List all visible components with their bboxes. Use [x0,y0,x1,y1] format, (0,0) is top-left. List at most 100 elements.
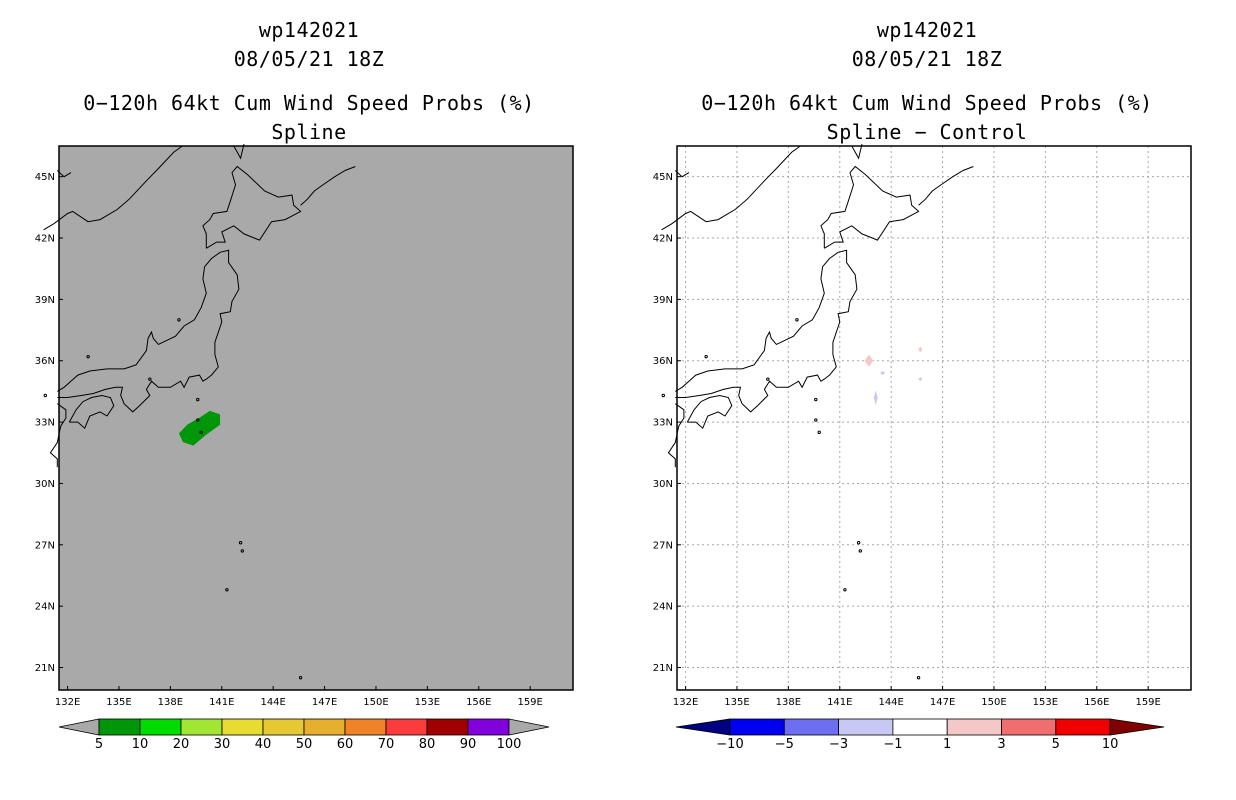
colorbar-label: 100 [497,737,522,752]
x-tick-label: 159E [1135,697,1160,708]
x-tick-label: 156E [466,697,491,708]
island [858,549,863,553]
y-tick-label: 33N [653,418,673,429]
storm-id-title: wp142021 [876,18,978,42]
x-tick-label: 132E [55,697,80,708]
x-tick-label: 156E [1084,697,1109,708]
coastline-korea [661,145,801,231]
colorbar-segment [385,718,428,736]
y-tick-label: 36N [35,356,55,367]
x-tick-label: 153E [1033,697,1058,708]
island [196,397,200,402]
x-tick-label: 144E [878,697,903,708]
x-tick-label: 153E [415,697,440,708]
x-tick-label: 147E [930,697,955,708]
colorbar-segment [729,718,785,736]
coastline-shikoku [68,394,115,430]
plot-background [677,146,1191,690]
y-tick-label: 30N [653,479,673,490]
colorbar-label: 50 [296,737,313,752]
colorbar-label: −5 [775,737,794,752]
island [817,430,821,435]
product-title: 0−120h 64kt Cum Wind Speed Probs (%) [701,91,1153,115]
island [196,418,200,422]
product-title: 0−120h 64kt Cum Wind Speed Probs (%) [83,91,535,115]
x-tick-label: 144E [260,697,285,708]
y-tick-label: 21N [35,663,55,674]
coastline-hokkaido [202,165,302,249]
island [795,318,799,322]
colorbar-label: 90 [460,737,477,752]
island [704,354,708,359]
colorbar-label: −3 [829,737,848,752]
y-tick-label: 21N [653,663,673,674]
y-tick-label: 24N [653,602,673,613]
colorbar-segment [467,718,510,736]
colorbar-segment [1055,718,1111,736]
y-tick-label: 39N [653,295,673,306]
y-tick-label: 39N [35,295,55,306]
colorbar-label: 30 [214,737,231,752]
colorbar-label: 3 [997,737,1005,752]
difference-area [873,390,878,405]
probability-map: 132E 135E 138E 141E 144E 147E 150E 153E 156E 159E… [35,143,574,752]
difference-area [918,377,923,382]
colorbar-segment [892,718,948,736]
subtitle: Spline − Control [826,120,1028,144]
island [661,393,665,398]
colorbar-label: 10 [132,737,149,752]
difference-area [918,346,923,353]
colorbar-label: 40 [255,737,272,752]
x-tick-label: 135E [724,697,749,708]
panel-spline-minus-control: wp142021 08/05/21 18Z 0−120h 64kt Cum Wi… [618,0,1236,800]
x-tick-label: 150E [363,697,388,708]
x-tick-label: 141E [209,697,234,708]
colorbar-segment [303,718,346,736]
x-tick-label: 132E [673,697,698,708]
island [856,541,861,545]
colorbar-segment [98,718,141,736]
island [766,377,770,381]
colorbar-segment [1001,718,1057,736]
coastline-sakhalin [851,143,863,160]
island [43,393,47,398]
coastline-honshu [675,249,858,413]
colorbar-segment [838,718,894,736]
x-tick-label: 138E [158,697,183,708]
difference-area [880,370,886,376]
colorbar-label: 5 [95,737,103,752]
y-tick-label: 30N [35,479,55,490]
y-tick-label: 42N [653,234,673,245]
x-tick-label: 150E [981,697,1006,708]
y-tick-label: 33N [35,418,55,429]
date-title: 08/05/21 18Z [233,47,385,71]
y-tick-label: 45N [35,172,55,183]
colorbar-segment [426,718,469,736]
coastline-korea [43,145,183,231]
coastline-hokkaido [820,165,920,249]
y-tick-label: 36N [653,356,673,367]
subtitle: Spline [271,120,347,144]
island [843,588,847,592]
colorbar-under-triangle [675,718,731,736]
x-tick-label: 159E [517,697,542,708]
colorbar-label: 1 [943,737,951,752]
island [298,676,303,680]
colorbar-segment [783,718,840,736]
colorbar-label: 10 [1102,737,1119,752]
island [199,430,203,435]
colorbar-segment [180,718,223,736]
plot-frame [58,145,574,691]
coastline-shikoku [686,394,733,430]
island [916,676,921,680]
coastline-sakhalin [233,143,245,160]
y-tick-label: 27N [35,540,55,551]
island [225,588,229,592]
x-tick-label: 138E [776,697,801,708]
island [238,541,243,545]
date-title: 08/05/21 18Z [851,47,1003,71]
island [814,397,818,402]
colorbar-label: 80 [419,737,436,752]
probability-area [178,410,221,446]
coastline-kuril [918,166,974,206]
